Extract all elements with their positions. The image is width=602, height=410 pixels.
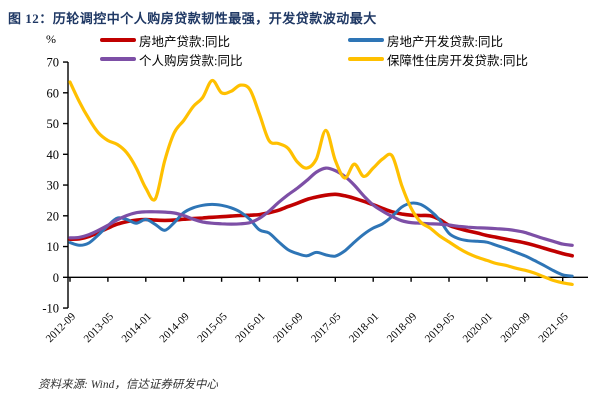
source-note: 资料来源: Wind，信达证券研发中心 [38, 379, 218, 391]
x-tick-label: 2013-05 [82, 310, 117, 345]
legend-label: 房地产贷款:同比 [139, 34, 230, 49]
series-line-re-development-loans [68, 201, 574, 278]
x-tick-label: 2014-09 [157, 310, 192, 345]
series-line-personal-housing-loans [68, 166, 574, 247]
y-tick-label: 30 [47, 179, 60, 193]
legend-item-personal-housing-loans: 个人购房贷款:同比 [100, 51, 243, 68]
x-tick-label: 2018-01 [347, 311, 381, 345]
y-tick-label: 70 [47, 56, 60, 70]
legend-item-re-development-loans: 房地产开发贷款:同比 [348, 32, 503, 49]
legend-swatch-yellow [348, 57, 384, 61]
x-tick-label: 2020-01 [461, 311, 495, 345]
x-tick-label: 2019-05 [423, 310, 458, 345]
x-tick-label: 2018-09 [385, 310, 420, 345]
x-tick-label: 2015-05 [195, 310, 230, 345]
legend-swatch-blue [348, 38, 384, 42]
x-tick-label: 2020-09 [499, 310, 534, 345]
legend-swatch-purple [100, 57, 136, 61]
series-line-affordable-housing-dev-loans [68, 78, 574, 286]
legend-label: 房地产开发贷款:同比 [387, 34, 503, 49]
legend-item-affordable-housing-dev-loans: 保障性住房开发贷款:同比 [348, 51, 528, 68]
y-tick-label: 0 [53, 271, 59, 285]
legend-swatch-red [100, 38, 136, 42]
y-axis-unit-label: % [46, 32, 56, 46]
x-tick-label: 2017-05 [309, 310, 344, 345]
y-tick-label: 20 [47, 209, 60, 223]
y-tick-label: -10 [42, 302, 59, 316]
legend-label: 保障性住房开发贷款:同比 [387, 53, 528, 68]
y-tick-label: 50 [47, 117, 60, 131]
y-tick-label: 60 [47, 86, 60, 100]
x-tick-label: 2016-01 [233, 311, 267, 345]
series-line-real-estate-loans [68, 192, 574, 258]
y-tick-label: 10 [47, 240, 60, 254]
x-tick-label: 2014-01 [120, 311, 154, 345]
x-tick-label: 2021-05 [536, 310, 571, 345]
legend-label: 个人购房贷款:同比 [139, 53, 243, 68]
y-tick-label: 40 [47, 148, 60, 162]
figure-title: 图 12：历轮调控中个人购房贷款韧性最强，开发贷款波动最大 [8, 11, 377, 26]
legend-item-real-estate-loans: 房地产贷款:同比 [100, 32, 230, 49]
x-tick-label: 2016-09 [271, 310, 306, 345]
